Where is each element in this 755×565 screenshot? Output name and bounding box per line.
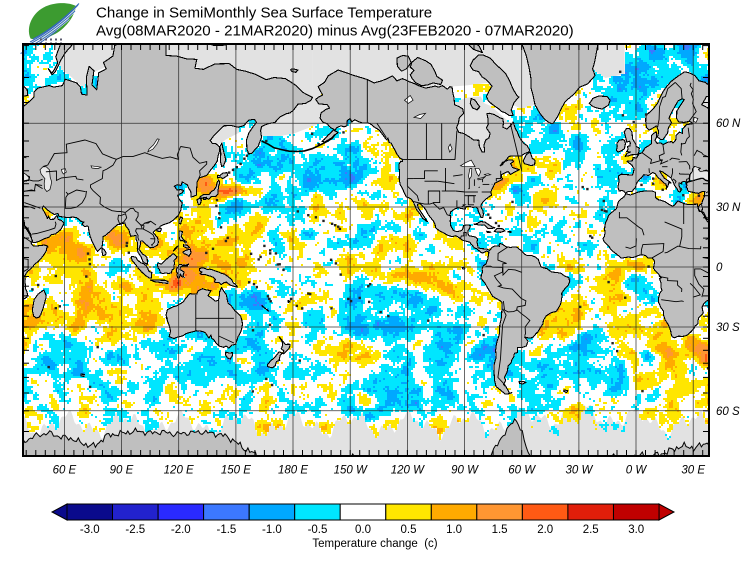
svg-text:Change in SemiMonthly Sea Surf: Change in SemiMonthly Sea Surface Temper… [96, 5, 432, 22]
svg-text:60 N: 60 N [716, 118, 741, 130]
svg-text:2.5: 2.5 [583, 524, 599, 536]
svg-text:0.5: 0.5 [401, 524, 417, 536]
svg-text:180 E: 180 E [278, 465, 308, 477]
svg-text:60 S: 60 S [716, 406, 740, 418]
svg-text:120 W: 120 W [391, 465, 425, 477]
svg-text:3.0: 3.0 [628, 524, 644, 536]
svg-text:-2.5: -2.5 [125, 524, 145, 536]
svg-text:0 W: 0 W [626, 465, 648, 477]
svg-text:-0.5: -0.5 [308, 524, 328, 536]
svg-text:150 E: 150 E [221, 465, 251, 477]
svg-text:150 W: 150 W [334, 465, 368, 477]
svg-text:0: 0 [716, 262, 723, 274]
svg-text:1.0: 1.0 [446, 524, 462, 536]
svg-text:1.5: 1.5 [492, 524, 508, 536]
svg-text:90 W: 90 W [451, 465, 479, 477]
svg-text:-2.0: -2.0 [171, 524, 191, 536]
svg-text:120 E: 120 E [164, 465, 194, 477]
svg-text:2.0: 2.0 [537, 524, 553, 536]
svg-text:30 W: 30 W [565, 465, 593, 477]
svg-text:Avg(08MAR2020 - 21MAR2020) min: Avg(08MAR2020 - 21MAR2020) minus Avg(23F… [96, 23, 574, 40]
svg-text:30 N: 30 N [716, 202, 741, 214]
svg-text:0.0: 0.0 [355, 524, 371, 536]
svg-text:60 W: 60 W [508, 465, 536, 477]
svg-text:30 E: 30 E [681, 465, 705, 477]
svg-text:90 E: 90 E [110, 465, 134, 477]
svg-text:-3.0: -3.0 [80, 524, 100, 536]
svg-text:30 S: 30 S [716, 322, 740, 334]
svg-text:60 E: 60 E [53, 465, 77, 477]
svg-text:-1.5: -1.5 [216, 524, 236, 536]
svg-text:-1.0: -1.0 [262, 524, 282, 536]
svg-text:Temperature change (c): Temperature change (c) [312, 538, 437, 550]
